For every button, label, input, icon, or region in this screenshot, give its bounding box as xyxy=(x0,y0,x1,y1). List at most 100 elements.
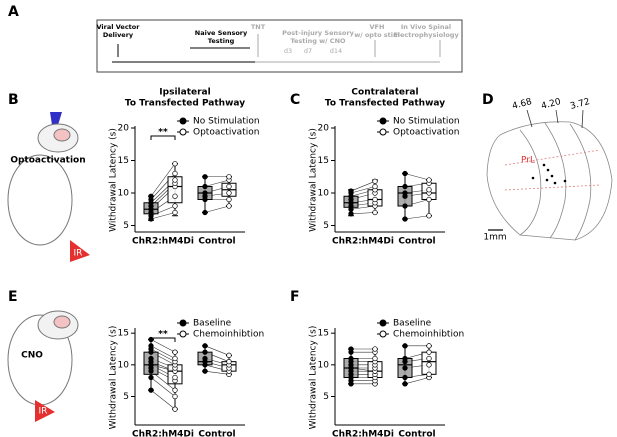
panel-label: F xyxy=(290,289,300,305)
significance-label: ** xyxy=(158,330,168,340)
data-point xyxy=(426,343,432,349)
chart-title: To Transfected Pathway xyxy=(325,99,445,109)
panel-label: D xyxy=(482,92,494,108)
panel-a: A Viral Vector Delivery Naive Sensory Te… xyxy=(8,4,463,73)
y-axis-label: Withdrawal Latency (s) xyxy=(309,128,319,232)
pair-line xyxy=(204,205,230,213)
ir-label: IR xyxy=(74,249,83,259)
timeline-label: Viral Vector xyxy=(97,23,141,31)
y-tick-label: 15 xyxy=(118,329,129,339)
data-point xyxy=(226,196,232,203)
data-point xyxy=(348,188,354,194)
pair-line xyxy=(404,173,430,181)
legend-label: Chemoinhibtion xyxy=(393,330,464,340)
y-tick-label: 10 xyxy=(118,189,130,199)
y-tick-label: 20 xyxy=(118,124,130,134)
data-point xyxy=(148,387,154,393)
level-label: 4.68 xyxy=(511,97,533,112)
data-point xyxy=(402,190,408,196)
data-point xyxy=(402,355,408,362)
data-point xyxy=(226,352,232,358)
y-axis-label: Withdrawal Latency (s) xyxy=(109,326,119,430)
data-point xyxy=(402,183,408,190)
timeline-box xyxy=(96,19,463,73)
rat-cno xyxy=(7,310,79,422)
pair-line xyxy=(150,163,176,197)
y-tick-label: 10 xyxy=(118,360,130,370)
ir-label: IR xyxy=(39,407,48,417)
timeline-label: Post-injury Sensory xyxy=(282,29,355,37)
pair-line xyxy=(204,370,230,375)
data-point xyxy=(172,209,178,216)
y-tick-label: 10 xyxy=(318,360,330,370)
significance-bracket xyxy=(150,135,176,140)
x-tick-label: Control xyxy=(398,237,435,247)
timeline-label: w/ opto stim xyxy=(354,31,400,39)
data-point xyxy=(172,349,178,355)
y-tick-label: 5 xyxy=(323,392,329,402)
x-tick-label: ChR2:hM4Di xyxy=(332,237,394,247)
data-point xyxy=(372,346,378,352)
rat-opto xyxy=(7,112,90,262)
data-point xyxy=(226,183,232,190)
pair-line xyxy=(204,345,230,356)
data-point xyxy=(226,190,232,196)
x-tick-label: Control xyxy=(398,430,435,437)
legend-label: Optoactivation xyxy=(193,128,259,138)
data-point xyxy=(348,355,354,362)
data-point xyxy=(148,193,154,199)
data-point xyxy=(148,343,154,349)
data-point xyxy=(402,374,408,381)
data-point xyxy=(172,177,178,183)
timeline-label: d7 xyxy=(304,47,312,55)
data-point xyxy=(426,177,432,183)
side-label: CNO xyxy=(21,351,43,361)
y-tick-label: 10 xyxy=(318,189,330,199)
region-label: PrL xyxy=(521,156,535,166)
pair-line xyxy=(150,212,176,220)
level-label: 3.72 xyxy=(569,97,591,112)
data-point xyxy=(402,170,408,177)
data-point xyxy=(348,346,354,352)
data-point xyxy=(402,365,408,371)
pair-line xyxy=(150,348,176,362)
legend-label: Optoactivation xyxy=(393,128,459,138)
legend-label: Baseline xyxy=(193,319,232,329)
data-point xyxy=(426,349,432,355)
data-point xyxy=(202,368,208,374)
legend-label: No Stimulation xyxy=(393,117,460,127)
timeline-label: TNT xyxy=(251,23,266,31)
legend-marker xyxy=(379,117,387,125)
y-tick-label: 15 xyxy=(318,329,329,339)
data-point xyxy=(402,216,408,222)
pair-line xyxy=(350,212,376,215)
data-point xyxy=(402,203,408,209)
y-tick-label: 15 xyxy=(118,156,129,166)
data-point xyxy=(402,343,408,349)
side-label: Optoactivation xyxy=(10,156,85,166)
x-tick-label: ChR2:hM4Di xyxy=(132,237,194,247)
scale-label: 1mm xyxy=(483,233,506,243)
brain-section xyxy=(486,109,613,241)
data-point xyxy=(372,183,378,190)
timeline-label: VFH xyxy=(370,23,385,31)
data-point xyxy=(202,343,208,349)
data-point xyxy=(372,196,378,203)
pair-line xyxy=(150,377,176,397)
x-tick-label: ChR2:hM4Di xyxy=(132,430,194,437)
legend-label: No Stimulation xyxy=(193,117,260,127)
y-tick-label: 5 xyxy=(123,221,129,231)
pair-line xyxy=(150,389,176,410)
x-tick-label: Control xyxy=(198,430,235,437)
data-point xyxy=(426,355,432,362)
timeline-label: Testing w/ CNO xyxy=(290,37,346,45)
timeline-label: d14 xyxy=(330,47,342,55)
timeline-label: Delivery xyxy=(103,31,134,39)
data-point xyxy=(226,174,232,180)
data-point xyxy=(202,209,208,216)
data-point xyxy=(202,355,208,362)
data-point xyxy=(202,183,208,190)
data-point xyxy=(202,190,208,196)
data-point xyxy=(372,178,378,184)
